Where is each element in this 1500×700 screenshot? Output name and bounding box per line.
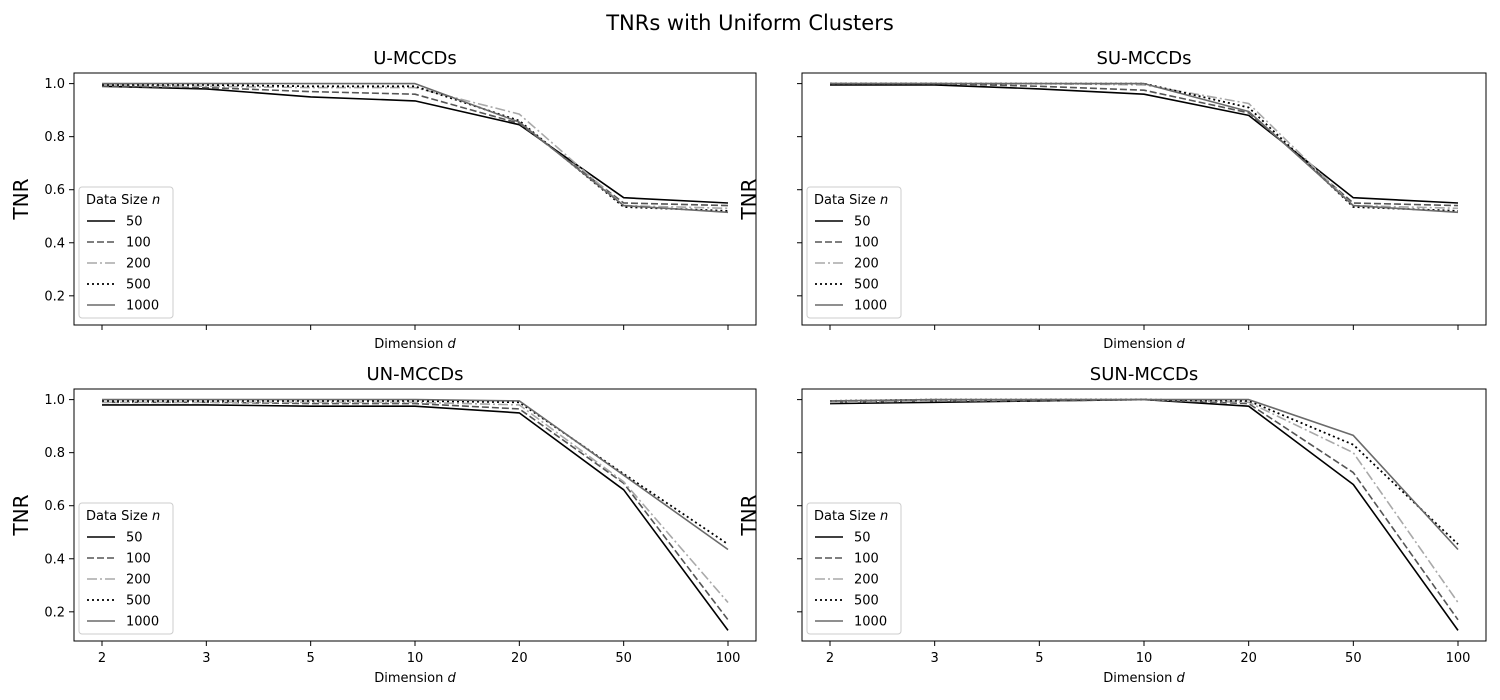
subplot-grid: U-MCCDs Dimension d 0.2 0.4 0.6 0.8 1.0 TNR Data… (9, 48, 1487, 686)
y-axis-label: TNR (737, 178, 761, 220)
series-line-100 (829, 398, 1459, 621)
legend-box (806, 502, 902, 635)
legend-label-100: 100 (126, 236, 151, 251)
figure-title: TNRs with Uniform Clusters (605, 11, 894, 35)
x-axis-label: Dimension d (374, 337, 456, 352)
legend-label-1000: 1000 (854, 615, 887, 630)
series-line-1000 (829, 398, 1459, 551)
y-tick-label: 1.0 (44, 77, 65, 92)
legend-title: Data Size n (86, 509, 160, 524)
x-tick-label: 10 (407, 651, 424, 666)
x-tick-label: 3 (931, 651, 939, 666)
x-tick-label: 5 (1035, 651, 1043, 666)
series-line-500 (829, 398, 1459, 545)
x-tick-label: 10 (1136, 651, 1153, 666)
legend: Data Size n 50 100 200 500 1000 (806, 186, 902, 319)
x-tick-label: 50 (615, 651, 632, 666)
series-line-200 (830, 82, 1459, 210)
legend-label-50: 50 (854, 531, 871, 546)
series-line-500 (102, 84, 729, 212)
y-tick-label: 0.4 (44, 552, 65, 567)
legend-box (78, 186, 174, 319)
series-line-100 (102, 401, 729, 621)
x-tick-label: 100 (1446, 651, 1471, 666)
legend-label-50: 50 (126, 215, 143, 230)
series-line-50 (830, 84, 1459, 204)
series-line-500 (102, 399, 729, 545)
series-line-500 (830, 82, 1459, 212)
subplot-title: SU-MCCDs (1096, 48, 1191, 69)
y-tick-label: 0.4 (44, 236, 65, 251)
y-axis-label: TNR (737, 494, 761, 536)
x-tick-label: 50 (1345, 651, 1362, 666)
series-line-100 (101, 85, 729, 207)
legend-label-100: 100 (854, 552, 879, 567)
subplot-title: U-MCCDs (373, 48, 457, 69)
x-tick-label: 3 (202, 651, 210, 666)
legend-title: Data Size n (814, 193, 888, 208)
legend-label-100: 100 (126, 552, 151, 567)
legend: Data Size n 50 100 200 500 1000 (78, 502, 174, 635)
legend: Data Size n 50 100 200 500 1000 (78, 186, 174, 319)
x-tick-label: 20 (1240, 651, 1257, 666)
legend-label-1000: 1000 (126, 299, 159, 314)
legend-label-1000: 1000 (126, 615, 159, 630)
x-axis-label: Dimension d (1103, 337, 1185, 352)
y-axis-label: TNR (9, 178, 33, 220)
axes-frame (73, 388, 757, 642)
series-line-50 (101, 85, 729, 204)
x-axis-label: Dimension d (374, 671, 456, 686)
legend-label-500: 500 (854, 594, 879, 609)
y-tick-label: 1.0 (44, 393, 65, 408)
legend-label-50: 50 (854, 215, 871, 230)
subplot-un-mccds: UN-MCCDs 2 3 5 10 20 50 100 Dimension d 0.2 0.4 0.6… (9, 364, 757, 686)
legend-box (806, 186, 902, 319)
legend-label-200: 200 (126, 573, 151, 588)
y-tick-label: 0.6 (44, 183, 65, 198)
y-tick-label: 0.8 (44, 446, 65, 461)
subplot-su-mccds: SU-MCCDs Dimension d TNR Data Size n 50 100 20… (737, 48, 1487, 352)
y-tick-label: 0.2 (44, 289, 65, 304)
series-line-1000 (102, 398, 729, 551)
legend-title: Data Size n (86, 193, 160, 208)
x-tick-label: 2 (98, 651, 106, 666)
series-line-50 (829, 398, 1459, 631)
series-line-200 (101, 84, 729, 210)
series-line-200 (829, 398, 1459, 603)
y-tick-label: 0.8 (44, 130, 65, 145)
legend-label-500: 500 (854, 278, 879, 293)
series-line-100 (830, 82, 1459, 207)
x-tick-label: 20 (511, 651, 528, 666)
legend-label-50: 50 (126, 531, 143, 546)
x-tick-label: 2 (826, 651, 834, 666)
legend-label-1000: 1000 (854, 299, 887, 314)
legend-label-500: 500 (126, 594, 151, 609)
series-line-50 (102, 404, 729, 631)
legend-title: Data Size n (814, 509, 888, 524)
legend: Data Size n 50 100 200 500 1000 (806, 502, 902, 635)
subplot-sun-mccds: SUN-MCCDs 2 3 5 10 20 50 100 Dimension d TNR Data … (737, 364, 1487, 686)
legend-label-200: 200 (854, 257, 879, 272)
x-tick-label: 100 (716, 651, 741, 666)
legend-label-500: 500 (126, 278, 151, 293)
legend-box (78, 502, 174, 635)
series-line-200 (102, 401, 729, 604)
x-tick-label: 5 (307, 651, 315, 666)
series-line-1000 (102, 82, 729, 214)
y-axis-label: TNR (9, 494, 33, 536)
legend-label-100: 100 (854, 236, 879, 251)
subplot-u-mccds: U-MCCDs Dimension d 0.2 0.4 0.6 0.8 1.0 TNR Data… (9, 48, 757, 352)
y-tick-label: 0.6 (44, 499, 65, 514)
y-tick-label: 0.2 (44, 605, 65, 620)
series-line-1000 (830, 82, 1459, 214)
legend-label-200: 200 (126, 257, 151, 272)
subplot-title: UN-MCCDs (366, 364, 463, 385)
legend-label-200: 200 (854, 573, 879, 588)
x-axis-label: Dimension d (1103, 671, 1185, 686)
subplot-title: SUN-MCCDs (1090, 364, 1198, 385)
